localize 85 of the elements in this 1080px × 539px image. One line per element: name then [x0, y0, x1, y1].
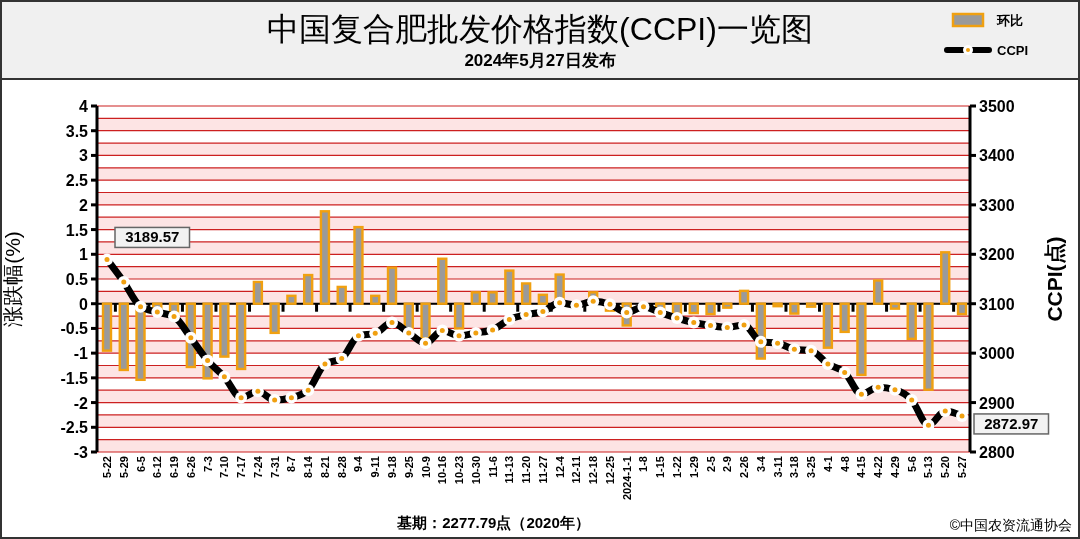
- x-tick-label: 7-31: [268, 456, 281, 479]
- legend-label: CCPI: [997, 43, 1029, 58]
- x-tick-label: 11-6: [486, 456, 499, 478]
- y-tick-label: 3: [79, 147, 89, 165]
- x-tick-label: 4-22: [872, 456, 885, 479]
- x-tick-label: 8-21: [318, 456, 331, 479]
- x-tick-label: 9-18: [386, 456, 398, 479]
- y-tick-label: 3.5: [65, 122, 89, 140]
- x-tick-label: 1-22: [671, 456, 683, 479]
- x-tick-label: 3-4: [754, 455, 767, 472]
- x-tick-label: 11-27: [536, 456, 549, 484]
- x-tick-label: 10-9: [419, 456, 432, 479]
- x-tick-label: 2-5: [704, 456, 717, 472]
- x-tick-label: 4-1: [821, 456, 834, 472]
- x-tick-label: 12-18: [587, 456, 600, 485]
- chart-title: 中国复合肥批发价格指数(CCPI)一览图: [267, 11, 813, 47]
- y-tick-label: 1: [79, 246, 89, 264]
- y2-axis-title: CCPI(点): [1043, 236, 1067, 322]
- x-tick-label: 12-25: [603, 456, 616, 485]
- x-tick-label: 4-29: [888, 456, 901, 479]
- x-tick-label: 10-30: [469, 456, 482, 485]
- text: ©中国农资流通协会: [949, 517, 1072, 533]
- x-tick-label: 1-15: [654, 456, 667, 479]
- x-tick-label: 7-3: [201, 456, 214, 472]
- y-tick-label: 1.5: [65, 221, 89, 239]
- x-tick-label: 10-23: [453, 456, 466, 485]
- x-tick-label: 12-11: [570, 456, 583, 484]
- x-tick-label: 7-10: [218, 456, 231, 479]
- y-tick-label: 2: [79, 196, 89, 214]
- x-tick-label: 9-11: [369, 456, 382, 478]
- x-tick-label: 3-18: [788, 456, 801, 479]
- y-tick-label: -1.5: [60, 369, 89, 387]
- y-tick-label: 0: [79, 295, 89, 313]
- y2-tick-label: 3000: [979, 345, 1015, 363]
- x-tick-label: 1-29: [687, 456, 700, 479]
- y-tick-label: -2.5: [60, 419, 89, 437]
- legend-label: 环比: [996, 13, 1023, 28]
- data-label: 3189.57: [125, 228, 180, 246]
- y-tick-label: -2: [73, 394, 89, 412]
- y2-tick-label: 3400: [979, 147, 1015, 165]
- x-tick-label: 8-28: [335, 456, 348, 479]
- x-tick-label: 10-16: [436, 456, 449, 485]
- y2-tick-label: 3100: [979, 295, 1015, 313]
- x-tick-label: 5-22: [101, 456, 113, 479]
- text: 基期：2277.79点（2020年）: [396, 514, 590, 531]
- y-axis-title: 涨跌幅(%): [1, 231, 24, 327]
- x-tick-label: 11-13: [503, 456, 516, 484]
- chart-subtitle: 2024年5月27日发布: [464, 51, 616, 70]
- x-tick-label: 4-15: [855, 456, 868, 479]
- x-tick-label: 5-27: [956, 456, 968, 479]
- y2-tick-label: 2900: [979, 394, 1015, 412]
- x-tick-label: 4-8: [838, 456, 851, 472]
- y2-tick-label: 3200: [979, 246, 1015, 264]
- x-tick-label: 5-6: [905, 456, 918, 472]
- y-tick-label: 0.5: [65, 271, 89, 288]
- x-tick-label: 6-19: [168, 456, 181, 479]
- y-tick-label: -3: [73, 444, 89, 461]
- y2-tick-label: 3300: [979, 196, 1015, 214]
- x-tick-label: 9-4: [352, 455, 365, 472]
- data-label: 2872.97: [984, 414, 1039, 432]
- x-tick-label: 6-5: [134, 456, 147, 472]
- y-tick-label: 4: [79, 98, 89, 115]
- x-tick-label: 12-4: [553, 455, 566, 479]
- x-tick-label: 8-7: [285, 456, 298, 472]
- x-tick-label: 11-20: [520, 456, 533, 484]
- y-tick-label: -0.5: [60, 320, 89, 338]
- x-tick-label: 1-8: [637, 456, 650, 472]
- x-tick-label: 2024-1-1: [620, 456, 633, 501]
- x-tick-label: 7-24: [251, 455, 264, 479]
- y-tick-label: -1: [73, 345, 89, 363]
- x-tick-label: 2-9: [721, 456, 734, 472]
- y2-tick-label: 2800: [979, 444, 1015, 461]
- x-tick-label: 8-14: [302, 455, 315, 479]
- x-tick-label: 5-29: [117, 456, 130, 479]
- y2-tick-label: 3500: [979, 98, 1015, 115]
- x-tick-label: 2-26: [738, 456, 751, 479]
- x-tick-label: 9-25: [402, 456, 415, 479]
- x-tick-label: 3-11: [771, 456, 784, 478]
- x-tick-label: 5-13: [922, 456, 935, 479]
- y-tick-label: 2.5: [65, 172, 89, 190]
- x-tick-label: 6-12: [151, 456, 164, 479]
- x-tick-label: 7-17: [235, 456, 248, 479]
- x-tick-label: 6-26: [184, 456, 197, 479]
- x-tick-label: 5-20: [939, 456, 952, 479]
- x-tick-label: 3-25: [805, 456, 818, 479]
